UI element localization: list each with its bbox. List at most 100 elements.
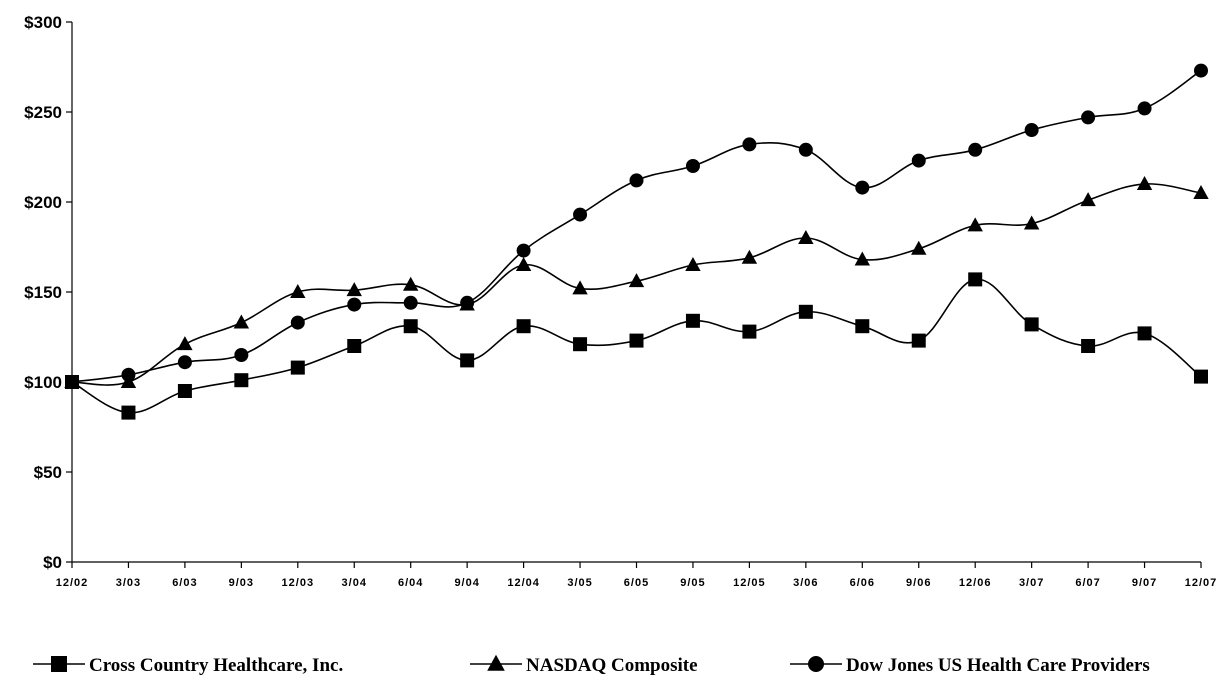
data-point [1024,123,1039,137]
y-tick-label: $150 [24,283,62,302]
data-point [234,348,249,362]
data-point [1024,317,1039,332]
data-point [403,295,418,310]
data-point [911,240,927,255]
data-point [347,297,362,312]
data-point [177,336,193,351]
data-point [1193,184,1209,199]
y-tick-label: $200 [24,193,62,212]
legend-marker [487,654,505,671]
data-point [1081,339,1096,353]
data-point [1023,215,1040,230]
legend: Cross Country Healthcare, Inc. NASDAQ Com… [33,654,1150,676]
data-point [628,273,645,288]
data-point [1080,192,1096,207]
data-point [742,324,757,339]
x-tick-label: 12/03 [282,577,315,589]
legend-marker [51,656,67,672]
data-point [911,153,926,168]
x-tick-label: 3/07 [1019,577,1044,589]
data-point [629,173,644,188]
x-tick-label: 12/02 [56,577,89,589]
data-point [516,319,531,334]
data-point [177,384,192,398]
data-point [573,337,588,352]
data-point [572,280,588,295]
x-tick-label: 6/07 [1075,577,1100,589]
data-point [967,217,983,232]
data-point [854,251,870,266]
y-axis: $0 $50 $100 $150 $200 $250 $300 [24,13,73,572]
data-point [65,375,79,389]
data-point [798,142,813,157]
data-point [177,355,192,370]
y-tick-label: $50 [34,463,62,482]
legend-label: NASDAQ Composite [526,655,698,676]
data-point [516,243,531,258]
x-tick-label: 6/05 [624,577,649,589]
x-tick-label: 9/05 [680,577,705,589]
y-tick-label: $100 [24,373,62,392]
x-tick-label: 6/03 [172,577,197,589]
data-point [742,137,757,152]
data-point [685,313,700,328]
data-point [403,319,418,334]
data-point [347,339,362,353]
legend-marker [808,656,824,672]
data-point [741,249,758,264]
data-point [685,159,700,173]
y-tick-label: $300 [24,13,62,32]
data-point [121,405,136,420]
data-point [121,367,136,382]
x-tick-label: 9/06 [906,577,931,589]
data-point [1136,175,1153,190]
data-point [911,333,926,348]
data-point [1137,101,1152,116]
legend-item: Dow Jones US Health Care Providers [790,655,1150,676]
data-point [968,272,983,287]
data-point [290,360,305,375]
data-point [1194,63,1208,78]
series-line [71,183,1202,386]
data-point [290,315,305,330]
series-square [65,272,1208,420]
x-tick-label: 12/06 [959,577,992,589]
data-point [515,256,532,271]
data-point [290,283,306,298]
data-point [1194,369,1208,384]
data-point [573,207,588,222]
x-tick-label: 12/07 [1185,577,1218,589]
data-point [629,333,644,348]
legend-item: Cross Country Healthcare, Inc. [33,655,343,676]
legend-item: NASDAQ Composite [470,654,698,676]
data-point [233,314,250,329]
data-point [855,319,870,334]
data-point [403,276,419,291]
y-tick-label: $250 [24,103,62,122]
legend-label: Dow Jones US Health Care Providers [846,655,1150,676]
data-point [855,180,870,195]
legend-label: Cross Country Healthcare, Inc. [89,655,343,676]
x-tick-label: 12/05 [733,577,766,589]
x-tick-label: 3/04 [342,577,367,589]
x-tick-label: 6/06 [850,577,875,589]
series-circle [65,63,1208,389]
data-point [460,353,475,368]
data-point [798,229,814,244]
data-point [346,282,362,297]
x-tick-label: 9/03 [229,577,254,589]
data-point [1081,110,1096,125]
x-tick-label: 9/07 [1132,577,1157,589]
x-tick-label: 3/05 [567,577,592,589]
x-tick-label: 9/04 [454,577,479,589]
data-point [460,295,475,310]
y-tick-label: $0 [43,553,62,572]
x-tick-label: 12/04 [507,577,540,589]
x-tick-label: 6/04 [398,577,423,589]
data-point [798,304,813,319]
data-point [1137,326,1152,341]
data-point [234,373,249,388]
x-axis: 12/02 3/03 6/03 9/03 12/03 3/04 6/04 9/04 12/04 3… [56,561,1218,589]
x-tick-label: 3/06 [793,577,818,589]
